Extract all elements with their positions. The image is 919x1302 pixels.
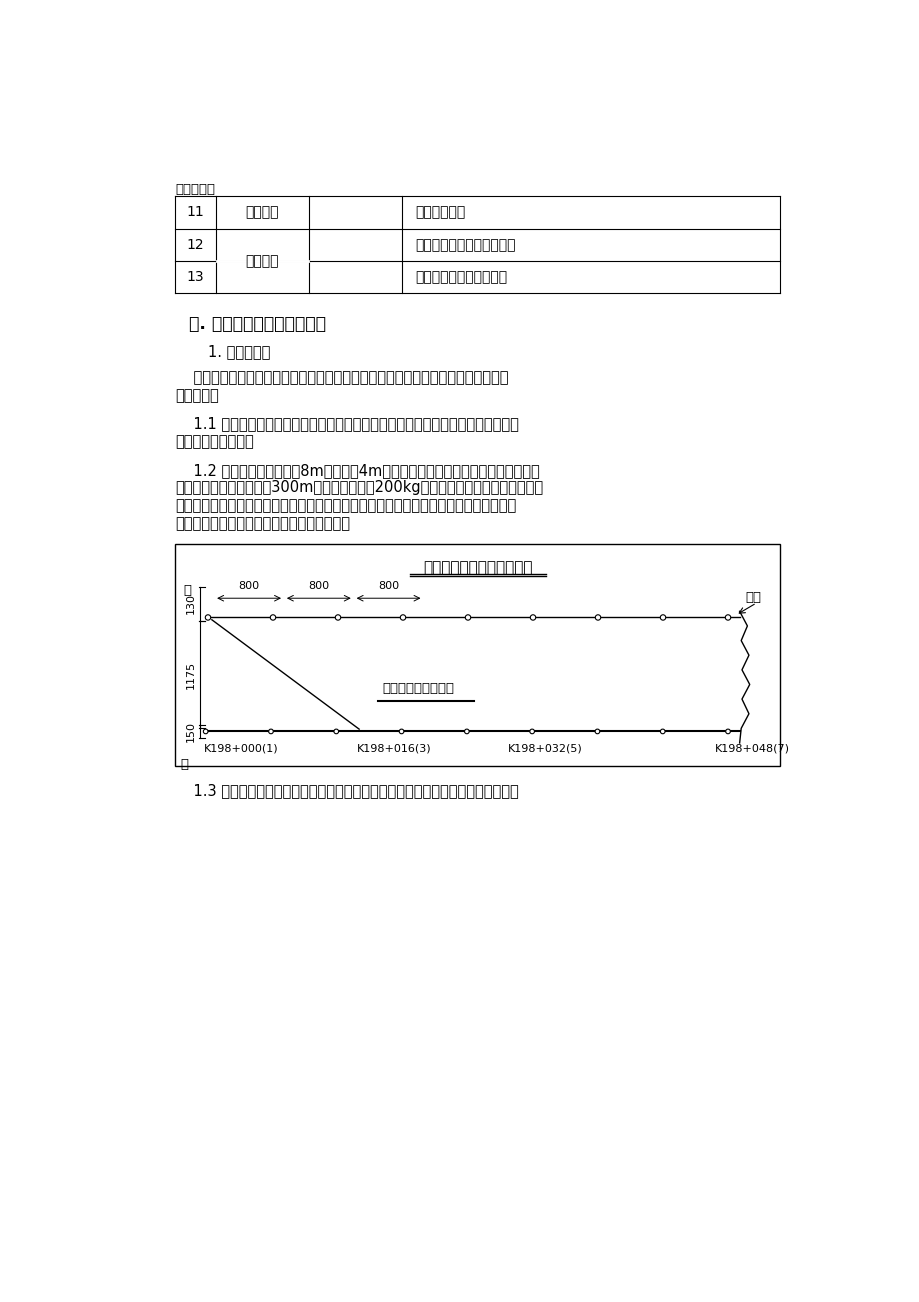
Bar xyxy=(176,544,779,766)
Text: 1.1 准确完成水准点、导线点的复测和平差工作，为路面施工提供精确、可靠的高: 1.1 准确完成水准点、导线点的复测和平差工作，为路面施工提供精确、可靠的高 xyxy=(176,417,518,431)
Circle shape xyxy=(465,615,471,620)
Text: 1.3 对于设置传力杆位置的横向缩缝要在地面做标记，保证切缝后，使传力杆与缩: 1.3 对于设置传力杆位置的横向缩缝要在地面做标记，保证切缝后，使传力杆与缩 xyxy=(176,783,518,798)
Text: 800: 800 xyxy=(238,581,259,591)
Text: 后盘施工组织: 后盘施工组织 xyxy=(415,206,465,220)
Text: 混凝土路面设计边线: 混凝土路面设计边线 xyxy=(382,682,454,695)
Circle shape xyxy=(529,615,535,620)
Circle shape xyxy=(203,729,208,734)
Text: 项目建设中，精确有效的测量工作是保证路面施工质量的关键，测量工程师要作好: 项目建设中，精确有效的测量工作是保证路面施工质量的关键，测量工程师要作好 xyxy=(176,370,508,385)
Text: 线桩: 线桩 xyxy=(745,591,761,604)
Text: 工过程中应经常对导线检测，持续有效的控制推铺过程中的方向、标高和厚度。测量时，: 工过程中应经常对导线检测，持续有效的控制推铺过程中的方向、标高和厚度。测量时， xyxy=(176,499,516,513)
Circle shape xyxy=(725,729,730,734)
Circle shape xyxy=(270,615,276,620)
Circle shape xyxy=(724,615,730,620)
Text: 800: 800 xyxy=(378,581,399,591)
Text: 800: 800 xyxy=(308,581,329,591)
Text: 130: 130 xyxy=(186,594,196,615)
Text: （续上表）: （续上表） xyxy=(176,184,215,197)
Text: 12: 12 xyxy=(187,238,204,251)
Circle shape xyxy=(334,729,338,734)
Circle shape xyxy=(660,729,664,734)
Circle shape xyxy=(400,615,405,620)
Text: 三. 施工准备阶段各部门工作: 三. 施工准备阶段各部门工作 xyxy=(188,315,325,333)
Text: K198+032(5): K198+032(5) xyxy=(507,743,582,754)
Text: 13: 13 xyxy=(187,270,204,284)
Text: 定导线标高，导线长度以300m左右为宜，要有200kg以上的张力和护桩。施工前和施: 定导线标高，导线长度以300m左右为宜，要有200kg以上的张力和护桩。施工前和… xyxy=(176,480,543,495)
Circle shape xyxy=(399,729,403,734)
Text: 后盘施工: 后盘施工 xyxy=(245,206,278,220)
Text: K198+000(1): K198+000(1) xyxy=(204,743,278,754)
Circle shape xyxy=(529,729,534,734)
Circle shape xyxy=(595,729,599,734)
Circle shape xyxy=(268,729,273,734)
Circle shape xyxy=(660,615,665,620)
Text: 程、平面控制系统。: 程、平面控制系统。 xyxy=(176,434,254,449)
Text: 1.2 应用全站仪精确布放8m（弯道为4m）导线点位置、架设导线，水准仪精确测: 1.2 应用全站仪精确布放8m（弯道为4m）导线点位置、架设导线，水准仪精确测 xyxy=(176,462,539,478)
Circle shape xyxy=(595,615,600,620)
Text: 150: 150 xyxy=(186,721,196,742)
Text: 组织前后盘施工材料进场: 组织前后盘施工材料进场 xyxy=(415,270,507,284)
Text: K198+048(7): K198+048(7) xyxy=(714,743,789,754)
Circle shape xyxy=(464,729,469,734)
Text: 混凝土路面施工线桩布置图: 混凝土路面施工线桩布置图 xyxy=(423,560,532,574)
Text: 进: 进 xyxy=(183,585,191,598)
Text: 物资供应: 物资供应 xyxy=(245,254,278,268)
Text: 1175: 1175 xyxy=(186,660,196,689)
Text: 11: 11 xyxy=(187,206,204,220)
Circle shape xyxy=(205,615,210,620)
Text: 前后盘施工材料供应负责人: 前后盘施工材料供应负责人 xyxy=(415,238,516,251)
Text: 以下工作：: 以下工作： xyxy=(176,388,219,404)
Text: 中: 中 xyxy=(180,758,187,771)
Text: K198+016(3): K198+016(3) xyxy=(357,743,431,754)
Text: 1. 测量队工作: 1. 测量队工作 xyxy=(208,344,270,359)
Text: 可以按着下示意图进行布点测高程（左幅）。: 可以按着下示意图进行布点测高程（左幅）。 xyxy=(176,516,350,531)
Circle shape xyxy=(335,615,340,620)
